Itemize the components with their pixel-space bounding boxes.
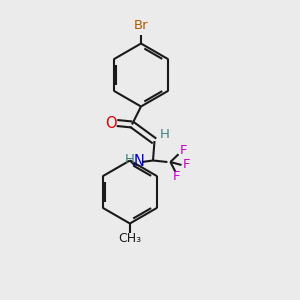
Text: H: H [160, 128, 170, 141]
Text: O: O [105, 116, 117, 130]
Text: F: F [183, 158, 191, 172]
Text: CH₃: CH₃ [118, 232, 142, 245]
Text: H: H [125, 153, 135, 166]
Text: F: F [179, 144, 187, 157]
Text: N: N [134, 154, 144, 169]
Text: Br: Br [134, 19, 148, 32]
Text: F: F [173, 170, 181, 183]
